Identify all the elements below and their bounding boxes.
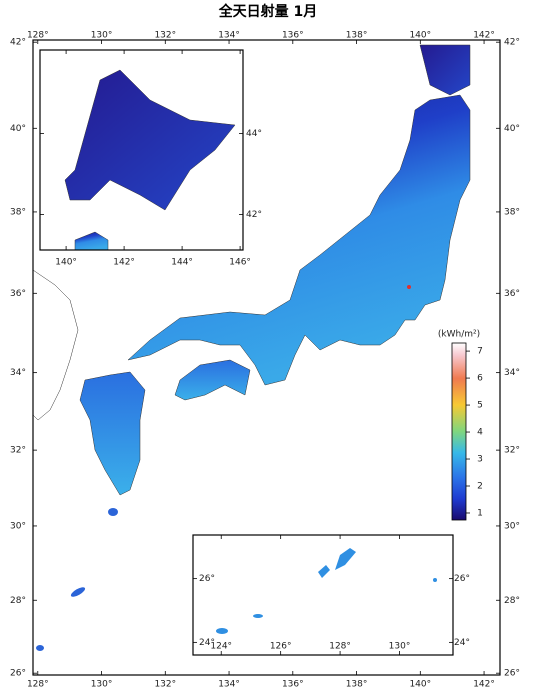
y-tick-label: 30° [504,521,520,531]
frame [32,39,501,676]
x-tick-label: 124° [210,642,232,652]
x-tick-label: 142° [113,258,135,268]
y-tick-label: 26° [199,574,215,584]
miyako-island [253,614,263,618]
x-tick-label: 132° [154,680,176,690]
honshu-north [74,231,109,251]
x-tick-label: 136° [282,680,304,690]
kyushu [79,371,146,496]
y-tick-label: 26° [10,669,26,679]
x-tick-label: 146° [229,258,251,268]
y-tick-label: 36° [10,289,26,299]
ishigaki-island [216,628,228,634]
colorbar-tick-label: 5 [477,401,483,411]
hokkaido [64,69,236,211]
x-tick-label: 130° [91,31,113,41]
hokkaido-south [419,44,471,96]
colorbar-tick-label: 6 [477,374,483,384]
y-tick-label: 24° [199,638,215,648]
y-tick-label: 40° [504,124,520,134]
y-tick-label: 28° [504,596,520,606]
x-tick-label: 128° [27,680,49,690]
x-tick-label: 140° [409,680,431,690]
x-tick-label: 138° [346,31,368,41]
frame [192,534,454,656]
y-tick-label: 44° [246,129,262,139]
y-tick-label: 42° [504,38,520,48]
map-title: 全天日射量 1月 [218,3,318,20]
colorbar [451,342,467,521]
colorbar-tick-label: 2 [477,482,483,492]
frame [39,49,244,251]
okinawa-island [318,565,330,578]
y-tick-label: 38° [504,207,520,217]
y-tick-label: 24° [454,638,470,648]
x-tick-label: 132° [154,31,176,41]
x-tick-label: 126° [270,642,292,652]
x-tick-label: 144° [171,258,193,268]
x-tick-label: 130° [91,680,113,690]
amami-island [335,548,356,570]
island [433,578,437,582]
y-tick-label: 38° [10,207,26,217]
y-tick-label: 42° [10,38,26,48]
island [108,508,118,516]
colorbar-tick-label: 7 [477,347,483,357]
y-tick-label: 34° [10,368,26,378]
island [36,645,44,651]
x-tick-label: 136° [282,31,304,41]
y-tick-label: 40° [10,124,26,134]
okinawa-inset-background [193,535,453,655]
colorbar-unit: (kWh/m²) [438,330,480,340]
x-tick-label: 138° [346,680,368,690]
korea-coast [32,269,79,421]
observation-point [407,285,411,289]
x-tick-label: 140° [55,258,77,268]
y-tick-label: 26° [454,574,470,584]
y-tick-label: 42° [246,210,262,220]
x-tick-label: 142° [473,680,495,690]
y-tick-label: 26° [504,669,520,679]
x-tick-label: 134° [218,680,240,690]
honshu [127,94,471,386]
y-tick-label: 30° [10,521,26,531]
colorbar-tick-label: 4 [477,428,483,438]
colorbar-tick-label: 1 [477,508,483,518]
y-tick-label: 36° [504,289,520,299]
x-tick-label: 140° [409,31,431,41]
y-tick-label: 32° [504,446,520,456]
shikoku [174,359,251,401]
x-tick-label: 128° [329,642,351,652]
x-tick-label: 142° [473,31,495,41]
island [70,587,86,597]
y-tick-label: 28° [10,596,26,606]
y-tick-label: 34° [504,368,520,378]
x-tick-label: 130° [389,642,411,652]
y-tick-label: 32° [10,446,26,456]
x-tick-label: 128° [27,31,49,41]
x-tick-label: 134° [218,31,240,41]
colorbar-tick-label: 3 [477,455,483,465]
